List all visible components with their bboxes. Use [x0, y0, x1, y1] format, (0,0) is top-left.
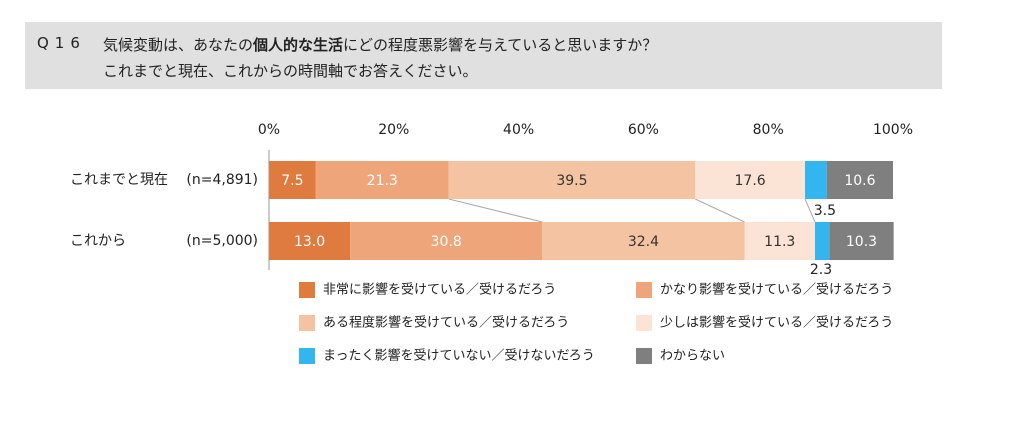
connector-line — [804, 198, 816, 223]
question-text-line2: これまでと現在、これからの時間軸でお答えください。 — [103, 62, 478, 80]
legend-swatch — [636, 282, 652, 298]
category-label: これから — [70, 233, 126, 249]
x-tick-label: 40% — [503, 122, 534, 138]
question-text-pre: 気候変動は、あなたの — [103, 36, 254, 54]
data-label: 7.5 — [281, 173, 303, 189]
legend-swatch — [299, 348, 315, 364]
data-label: 13.0 — [294, 234, 325, 250]
bar-segment — [350, 222, 543, 260]
data-label: 10.3 — [846, 234, 877, 250]
data-label: 39.5 — [556, 173, 587, 189]
x-tick-label: 80% — [753, 122, 784, 138]
sample-size-label: (n=4,891) — [186, 172, 258, 188]
legend-swatch — [299, 315, 315, 331]
legend-label: わからない — [660, 349, 725, 364]
bar-segment — [269, 161, 316, 199]
connector-line — [448, 198, 543, 223]
legend-label: まったく影響を受けていない／受けないだろう — [323, 348, 595, 364]
connector-line — [694, 198, 745, 223]
legend-label: 非常に影響を受けている／受けるだろう — [323, 282, 556, 298]
question-text-line1: 気候変動は、あなたの個人的な生活にどの程度悪影響を与えていると思いますか？ — [103, 34, 657, 55]
legend-label: かなり影響を受けている／受けるだろう — [660, 282, 893, 298]
x-tick-label: 60% — [628, 122, 659, 138]
data-label: 3.5 — [814, 203, 836, 219]
bar-segment — [542, 222, 745, 260]
bar-segment — [695, 161, 806, 199]
x-tick-label: 20% — [378, 122, 409, 138]
question-number: Q16 — [37, 34, 86, 52]
question-text-post: にどの程度悪影響を与えていると思いますか？ — [343, 36, 658, 54]
question-text-emphasis: 個人的な生活 — [253, 36, 344, 54]
data-label: 2.3 — [810, 262, 832, 278]
category-label: これまでと現在 — [70, 172, 168, 188]
legend-swatch — [636, 315, 652, 331]
data-label: 21.3 — [367, 173, 398, 189]
sample-size-label: (n=5,000) — [186, 233, 258, 249]
data-label: 10.6 — [844, 173, 875, 189]
bar-segment — [315, 161, 449, 199]
data-label: 32.4 — [628, 234, 659, 250]
data-label: 11.3 — [764, 234, 795, 250]
legend-label: ある程度影響を受けている／受けるだろう — [323, 315, 569, 331]
legend-swatch — [636, 348, 652, 364]
x-tick-label: 100% — [873, 122, 913, 138]
bar-segment — [744, 222, 815, 260]
legend-label: 少しは影響を受けている／受けるだろう — [660, 315, 893, 331]
bar-segment — [826, 161, 893, 199]
data-label: 30.8 — [431, 234, 462, 250]
legend-swatch — [299, 282, 315, 298]
x-tick-label: 0% — [258, 122, 280, 138]
question-box: Q16 気候変動は、あなたの個人的な生活にどの程度悪影響を与えていると思いますか… — [25, 22, 942, 89]
bar-segment — [448, 161, 696, 199]
bar-segment — [805, 161, 827, 199]
bar-segment — [269, 222, 351, 260]
data-label: 17.6 — [735, 173, 766, 189]
bar-segment — [829, 222, 894, 260]
bar-segment — [815, 222, 830, 260]
